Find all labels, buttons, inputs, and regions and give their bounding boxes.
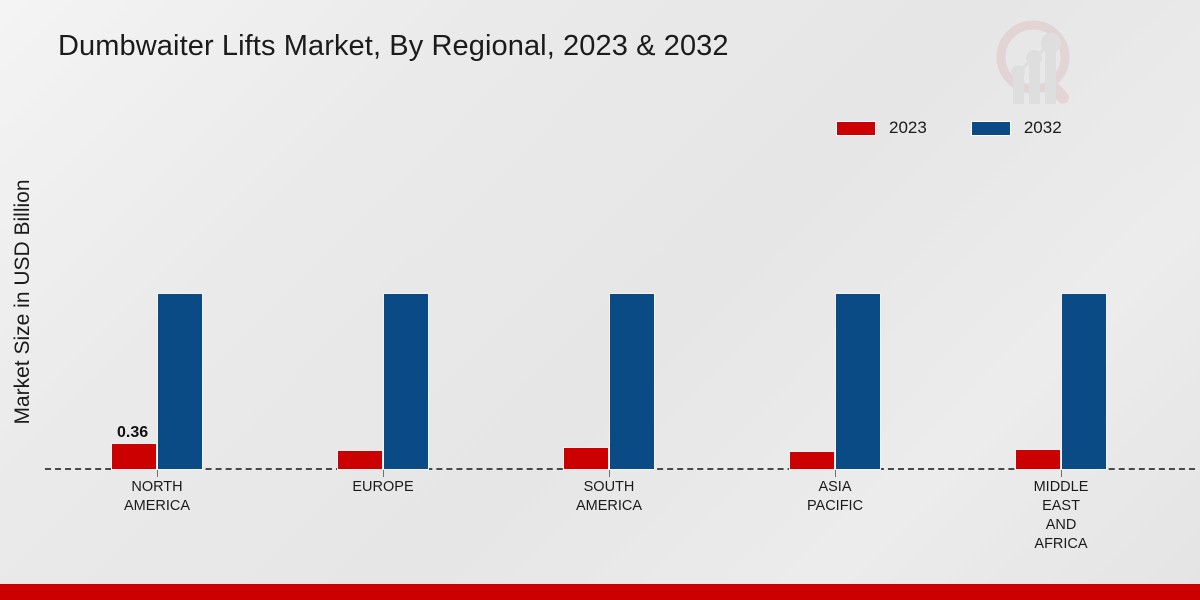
bar-2023-europe[interactable]	[337, 450, 383, 470]
x-label-south-america: SOUTH AMERICA	[529, 478, 689, 516]
x-tick-asia-pacific	[835, 470, 836, 477]
x-tick-europe	[383, 470, 384, 477]
x-label-middle-east-and-africa: MIDDLE EAST AND AFRICA	[981, 478, 1141, 554]
x-tick-south-america	[609, 470, 610, 477]
bar-2032-europe[interactable]	[383, 293, 429, 470]
legend-swatch-2032	[970, 120, 1011, 136]
x-label-middle-east-and-africa-line-4: AFRICA	[1034, 536, 1088, 552]
x-label-north-america-line-2: AMERICA	[123, 498, 191, 514]
bar-2032-middle-east-and-africa[interactable]	[1061, 293, 1107, 470]
bar-2032-asia-pacific[interactable]	[835, 293, 881, 470]
bar-2023-south-america[interactable]	[563, 447, 609, 470]
legend-label-2032: 2032	[1023, 118, 1062, 137]
bar-2023-north-america[interactable]	[111, 443, 157, 470]
x-label-south-america-line-2: AMERICA	[575, 498, 643, 514]
watermark-logo-icon	[985, 12, 1093, 112]
x-label-asia-pacific-line-2: PACIFIC	[806, 498, 864, 514]
x-tick-north-america	[157, 470, 158, 477]
bars-south-america	[563, 293, 655, 470]
legend-item-2032[interactable]: 2032	[970, 118, 1062, 138]
bar-2023-asia-pacific[interactable]	[789, 451, 835, 470]
x-label-south-america-line-1: SOUTH	[583, 479, 635, 495]
x-label-asia-pacific: ASIA PACIFIC	[755, 478, 915, 516]
bars-north-america	[111, 293, 203, 470]
legend-item-2023[interactable]: 2023	[836, 118, 927, 138]
chart-legend: 2023 2032	[836, 118, 1062, 138]
x-label-north-america: NORTH AMERICA	[77, 478, 237, 516]
x-label-north-america-line-1: NORTH	[131, 479, 183, 495]
chart-title: Dumbwaiter Lifts Market, By Regional, 20…	[58, 30, 729, 62]
bar-2023-middle-east-and-africa[interactable]	[1015, 449, 1061, 470]
legend-label-2023: 2023	[889, 118, 927, 137]
x-label-middle-east-and-africa-line-2: EAST	[1042, 498, 1080, 514]
bars-asia-pacific	[789, 293, 881, 470]
footer-accent-bar	[0, 584, 1200, 600]
y-axis-title-text: Market Size in USD Billion	[11, 179, 34, 425]
x-tick-middle-east-and-africa	[1061, 470, 1062, 477]
x-label-europe-line-1: EUROPE	[352, 479, 414, 495]
legend-swatch-2023	[836, 120, 876, 136]
y-axis-title: Market Size in USD Billion	[0, 0, 40, 600]
plot-area: 0.36	[45, 150, 1195, 477]
x-label-middle-east-and-africa-line-3: AND	[1045, 517, 1077, 533]
bars-middle-east-and-africa	[1015, 293, 1107, 470]
bar-2032-north-america[interactable]	[157, 293, 203, 470]
bar-value-label-north-america-2023: 0.36	[117, 424, 149, 441]
x-label-europe: EUROPE	[303, 478, 463, 497]
bars-europe	[337, 293, 429, 470]
x-label-middle-east-and-africa-line-1: MIDDLE	[1033, 479, 1089, 495]
x-label-asia-pacific-line-1: ASIA	[818, 479, 852, 495]
bar-2032-south-america[interactable]	[609, 293, 655, 470]
